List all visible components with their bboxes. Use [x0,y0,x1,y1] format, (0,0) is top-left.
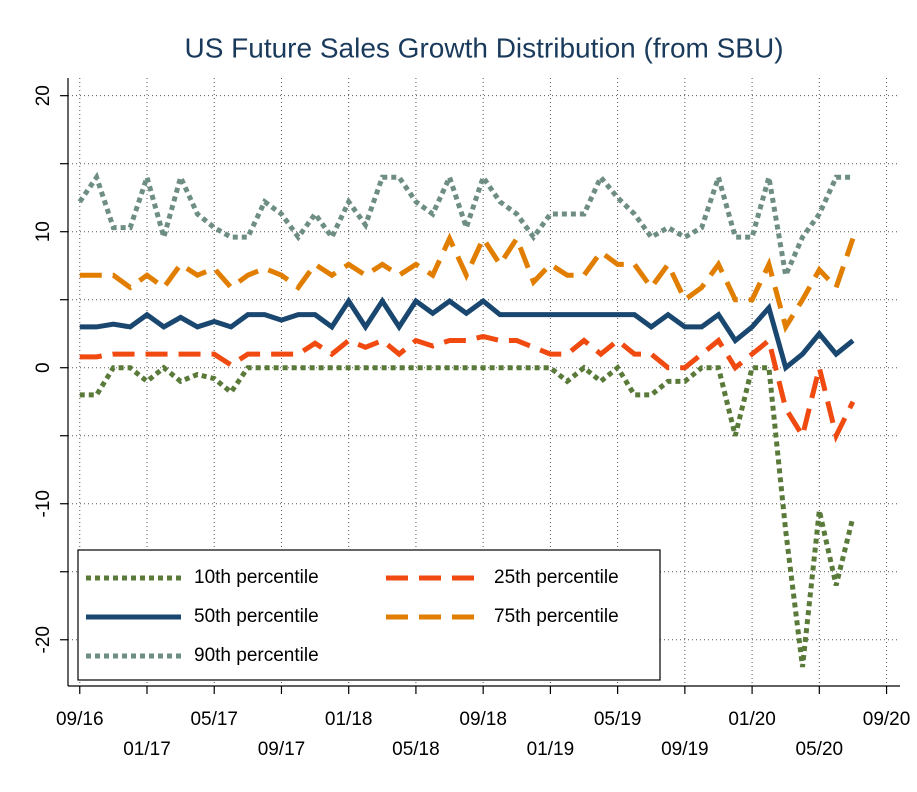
x-tick-label: 05/19 [594,709,642,730]
x-tick-label: 09/16 [56,709,104,730]
x-tick-label: 01/18 [325,709,373,730]
y-tick-label: -20 [33,626,54,653]
legend-label: 10th percentile [194,567,319,588]
y-tick-label: 0 [33,362,54,373]
x-tick-label: 05/17 [190,709,238,730]
legend: 10th percentile 25th percentile 50th perce… [77,549,661,681]
legend-label: 75th percentile [494,606,619,627]
legend-label: 90th percentile [194,645,319,666]
y-tick-label: -10 [33,490,54,517]
chart-title: US Future Sales Growth Distribution (fro… [184,32,783,63]
x-tick-label: 05/18 [392,739,440,760]
x-tick-label: 09/17 [258,739,306,760]
x-tick-label: 09/20 [863,709,911,730]
x-tick-label: 01/17 [123,739,171,760]
series-line [77,168,853,284]
legend-label: 25th percentile [494,567,619,588]
x-tick-label: 05/20 [796,739,844,760]
series-line [79,363,856,668]
x-tick-label: 09/19 [661,739,709,760]
series-line [79,232,856,334]
series-line [79,296,855,373]
x-tick-label: 01/20 [728,709,776,730]
y-tick-label: 20 [33,85,54,106]
y-tick-label: 10 [33,221,54,242]
legend-label: 50th percentile [194,606,319,627]
x-tick-label: 01/19 [527,739,575,760]
x-tick-label: 09/18 [459,709,507,730]
